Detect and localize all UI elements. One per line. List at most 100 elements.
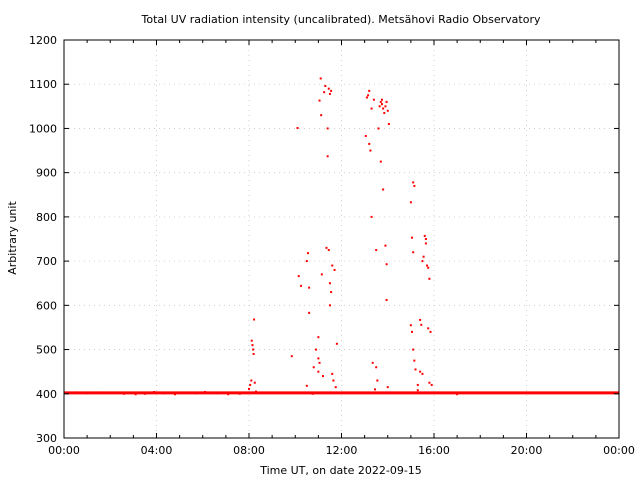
data-point	[109, 391, 112, 394]
data-point	[411, 236, 414, 239]
data-point	[571, 391, 574, 394]
grid-lines	[64, 40, 619, 438]
data-point	[412, 251, 415, 254]
axis-ticks	[63, 39, 620, 439]
data-point	[317, 357, 320, 360]
data-point	[490, 391, 493, 394]
data-point	[305, 260, 308, 263]
data-point	[308, 286, 311, 289]
data-point	[194, 392, 197, 395]
data-point	[421, 260, 424, 263]
data-point	[413, 184, 416, 187]
data-point	[331, 264, 334, 267]
y-tick-label: 1000	[29, 122, 57, 135]
x-tick-label: 00:00	[603, 444, 635, 457]
data-point	[318, 361, 321, 364]
data-point	[424, 242, 427, 245]
data-point	[320, 273, 323, 276]
y-tick-label: 1100	[29, 78, 57, 91]
data-point	[324, 84, 327, 87]
data-point	[251, 344, 254, 347]
data-point	[456, 393, 459, 396]
data-point	[250, 339, 253, 342]
x-tick-label: 12:00	[326, 444, 358, 457]
data-point	[420, 323, 423, 326]
data-point	[318, 99, 321, 102]
data-point	[427, 266, 430, 269]
data-point	[427, 327, 430, 330]
data-point	[430, 383, 433, 386]
data-point	[328, 282, 331, 285]
data-point	[374, 388, 377, 391]
y-axis-label: Arbitrary unit	[6, 201, 19, 275]
data-point	[123, 392, 126, 395]
data-point	[249, 383, 252, 386]
data-point	[317, 336, 320, 339]
data-point	[327, 87, 330, 90]
data-point	[183, 391, 186, 394]
data-point	[153, 391, 156, 394]
data-point	[86, 392, 89, 395]
data-point	[382, 188, 385, 191]
x-tick-label: 00:00	[48, 444, 80, 457]
data-point	[375, 249, 378, 252]
data-point	[252, 352, 255, 355]
data-point	[416, 389, 419, 392]
data-point	[613, 391, 616, 394]
data-point	[412, 348, 415, 351]
y-tick-label: 900	[36, 167, 57, 180]
data-point	[365, 96, 368, 99]
data-point	[370, 107, 373, 110]
tick-labels: 00:00 04:00 08:00 12:00 16:00 20:00 00:0030040…	[29, 34, 635, 457]
x-axis-label: Time UT, on date 2022-09-15	[259, 464, 422, 477]
data-point	[97, 391, 100, 394]
data-point	[369, 149, 372, 152]
data-point	[413, 359, 416, 362]
data-points	[65, 77, 616, 396]
data-point	[333, 268, 336, 271]
data-point	[367, 94, 370, 97]
y-tick-label: 500	[36, 344, 57, 357]
data-point	[325, 246, 328, 249]
data-point	[253, 318, 256, 321]
data-point	[238, 392, 241, 395]
data-point	[332, 379, 335, 382]
data-point	[74, 391, 77, 394]
data-point	[326, 127, 329, 130]
data-point	[331, 372, 334, 375]
data-point	[319, 77, 322, 80]
data-point	[444, 391, 447, 394]
plot-border	[63, 39, 620, 439]
data-point	[377, 127, 380, 130]
data-point	[380, 103, 383, 106]
data-point	[334, 386, 337, 389]
chart-title: Total UV radiation intensity (uncalibrat…	[141, 13, 541, 26]
data-point	[421, 372, 424, 375]
data-point	[423, 234, 426, 237]
data-point	[379, 160, 382, 163]
data-point	[429, 330, 432, 333]
data-point	[326, 155, 329, 158]
data-point	[419, 318, 422, 321]
data-point	[383, 111, 386, 114]
y-tick-label: 400	[36, 388, 57, 401]
data-point	[378, 105, 381, 108]
data-point	[162, 392, 165, 395]
data-point	[296, 127, 299, 130]
data-point	[254, 390, 257, 393]
x-tick-label: 20:00	[511, 444, 543, 457]
data-point	[305, 384, 308, 387]
data-point	[368, 142, 371, 145]
data-point	[248, 387, 250, 390]
data-point	[252, 348, 255, 351]
data-point	[330, 89, 333, 92]
data-point	[368, 89, 371, 92]
data-point	[330, 291, 333, 294]
x-tick-label: 16:00	[418, 444, 450, 457]
data-point	[227, 393, 230, 396]
data-point	[371, 361, 374, 364]
data-point	[386, 109, 389, 112]
data-point	[385, 100, 388, 103]
data-point	[525, 391, 528, 394]
